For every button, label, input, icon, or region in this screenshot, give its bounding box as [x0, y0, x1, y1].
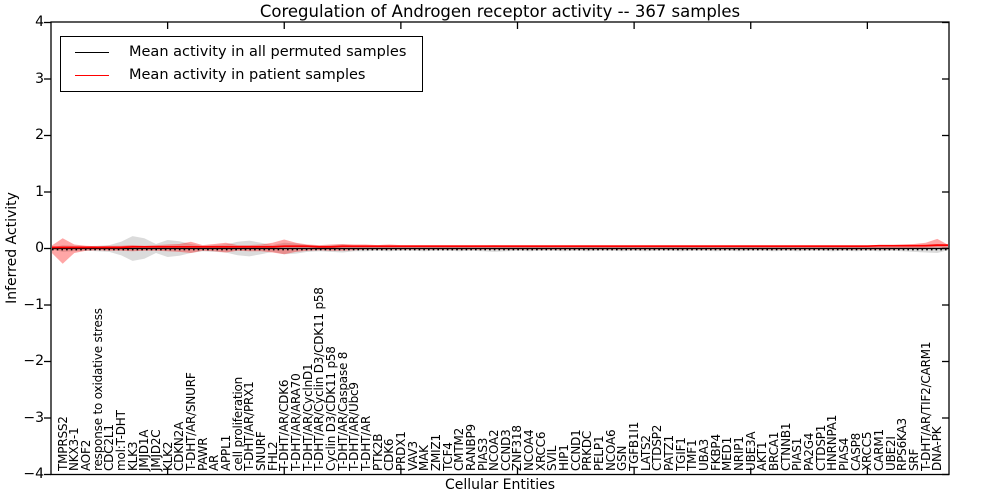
legend-item-permuted: Mean activity in all permuted samples: [75, 44, 406, 60]
legend-item-patient: Mean activity in patient samples: [75, 67, 406, 83]
patient-mean-line: [51, 244, 949, 249]
legend: Mean activity in all permuted samples Me…: [60, 36, 424, 92]
y-tick-label: 0: [35, 240, 44, 256]
y-tick-label: 1: [35, 183, 44, 200]
y-tick-label: 4: [35, 14, 44, 30]
permuted-line-swatch: [75, 51, 109, 53]
x-axis-label: Cellular Entities: [444, 477, 556, 493]
y-tick-label: 2: [35, 127, 44, 143]
chart-title: Coregulation of Androgen receptor activi…: [259, 2, 741, 21]
y-tick-label: −3: [23, 409, 44, 426]
patient-line-swatch: [75, 74, 109, 76]
y-tick-label: −2: [23, 353, 44, 369]
legend-label: Mean activity in patient samples: [129, 67, 366, 83]
y-tick-label: −4: [23, 466, 44, 482]
legend-label: Mean activity in all permuted samples: [129, 44, 407, 60]
patient-samples-variance: [52, 238, 948, 264]
y-tick-label: −1: [23, 296, 44, 313]
x-tick-label: DNA-PK: [930, 426, 945, 471]
y-tick-label: 3: [35, 70, 44, 87]
